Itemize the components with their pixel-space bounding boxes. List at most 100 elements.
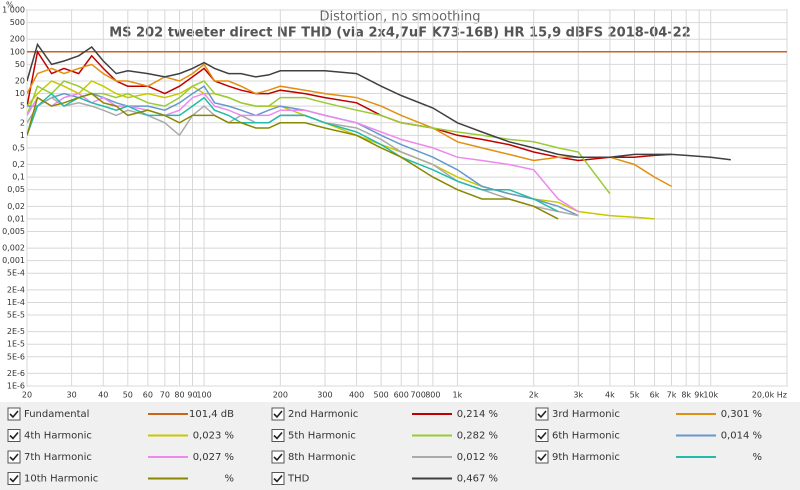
chart-title: Distortion, no smoothing	[319, 10, 480, 25]
series-line	[27, 92, 579, 213]
y-tick-label: 50	[15, 60, 25, 69]
checkmark	[9, 410, 19, 419]
checkmark	[9, 431, 19, 440]
x-tick-label: 90	[187, 391, 197, 400]
legend-panel	[0, 402, 800, 490]
x-tick-label: 600	[394, 391, 409, 400]
legend-readout: 0,027 %	[193, 452, 234, 463]
y-tick-label: 5E-4	[7, 269, 25, 278]
x-tick-label: 30	[67, 391, 77, 400]
legend-readout: 0,301 %	[721, 409, 762, 420]
checkmark	[537, 410, 547, 419]
checkmark	[9, 453, 19, 462]
x-tick-label: 200	[273, 391, 288, 400]
chart-subtitle: MS 202 tweeter direct NF THD (via 2x4,7u…	[109, 26, 691, 41]
legend-label: 7th Harmonic	[24, 452, 92, 463]
y-tick-label: 0,05	[7, 185, 25, 194]
x-tick-label: 5k	[630, 391, 640, 400]
x-tick-label: 40	[98, 391, 108, 400]
y-tick-label: 2E-5	[7, 327, 25, 336]
checkmark	[273, 474, 283, 483]
legend-readout: 0,012 %	[457, 452, 498, 463]
x-tick-label: 7k	[667, 391, 677, 400]
x-tick-label: 20,0k Hz	[752, 391, 787, 400]
legend-checkbox[interactable]	[271, 472, 285, 485]
y-tick-label: 2E-4	[7, 285, 25, 294]
y-tick-label: 0,5	[12, 143, 25, 152]
legend-checkbox[interactable]	[535, 407, 549, 421]
legend-readout: %	[752, 452, 762, 463]
checkmark	[273, 453, 283, 462]
legend-label: 8th Harmonic	[288, 452, 356, 463]
legend-label: 9th Harmonic	[552, 452, 620, 463]
legend-checkbox[interactable]	[271, 429, 285, 442]
legend-checkbox[interactable]	[271, 450, 285, 464]
legend-checkbox[interactable]	[535, 450, 549, 464]
checkmark	[273, 410, 283, 419]
series-line	[27, 92, 559, 220]
checkmark	[273, 431, 283, 440]
series-line	[27, 92, 559, 213]
y-tick-label: 5E-5	[7, 311, 25, 320]
x-tick-label: 50	[123, 391, 133, 400]
y-tick-label: 10	[15, 89, 25, 98]
x-tick-label: 60	[143, 391, 153, 400]
x-tick-label: 4k	[605, 391, 615, 400]
legend-checkbox[interactable]	[7, 429, 21, 442]
plot-area	[26, 9, 788, 387]
y-tick-label: 0,001	[2, 256, 25, 265]
legend-label: 2nd Harmonic	[288, 409, 358, 420]
y-tick-label: 1 000	[2, 6, 25, 15]
series-line	[27, 49, 672, 162]
x-tick-label: 300	[317, 391, 332, 400]
legend-checkbox[interactable]	[7, 472, 21, 485]
x-tick-label: 800	[425, 391, 440, 400]
x-tick-label: 3k	[573, 391, 583, 400]
legend-readout: 0,282 %	[457, 431, 498, 442]
x-tick-label: 100	[196, 391, 211, 400]
x-tick-label: 6k	[650, 391, 660, 400]
y-tick-label: 20	[15, 76, 25, 85]
y-tick-label: 2	[20, 118, 25, 127]
legend-label: 4th Harmonic	[24, 431, 92, 442]
legend-label: THD	[287, 474, 310, 485]
legend-label: 5th Harmonic	[288, 431, 356, 442]
legend-label: 10th Harmonic	[24, 474, 98, 485]
y-tick-label: 0,01	[7, 214, 25, 223]
y-tick-label: 1E-6	[7, 382, 25, 391]
x-tick-label: 20	[22, 391, 32, 400]
x-tick-label: 2k	[529, 391, 539, 400]
y-tick-label: 0,02	[7, 202, 25, 211]
legend-readout: 0,214 %	[457, 409, 498, 420]
checkmark	[537, 431, 547, 440]
x-tick-label: 1k	[453, 391, 463, 400]
y-axis-label: %	[6, 1, 14, 10]
x-tick-label: 8k	[681, 391, 691, 400]
legend-readout: 0,023 %	[193, 431, 234, 442]
y-tick-label: 0,1	[12, 173, 25, 182]
x-tick-label: 400	[349, 391, 364, 400]
legend-readout: 101,4 dB	[189, 409, 234, 420]
y-tick-label: 1E-4	[7, 298, 25, 307]
series-line	[27, 63, 672, 188]
y-tick-label: 100	[10, 47, 25, 56]
legend-readout: 0,467 %	[457, 474, 498, 485]
x-tick-label: 70	[160, 391, 170, 400]
y-tick-label: 5	[20, 102, 25, 111]
checkmark	[537, 453, 547, 462]
checkmark	[9, 474, 19, 483]
y-tick-label: 1E-5	[7, 340, 25, 349]
x-tick-label: 700	[411, 391, 426, 400]
x-tick-label: 10k	[703, 391, 718, 400]
legend-checkbox[interactable]	[7, 450, 21, 464]
series-line	[27, 80, 611, 195]
legend-label: Fundamental	[24, 409, 89, 420]
legend-checkbox[interactable]	[7, 407, 21, 421]
y-tick-label: 500	[10, 18, 25, 27]
legend-checkbox[interactable]	[535, 429, 549, 442]
y-tick-label: 0,2	[12, 160, 25, 169]
x-tick-label: 9k	[694, 391, 704, 400]
legend-checkbox[interactable]	[271, 407, 285, 421]
y-tick-label: 200	[10, 35, 25, 44]
